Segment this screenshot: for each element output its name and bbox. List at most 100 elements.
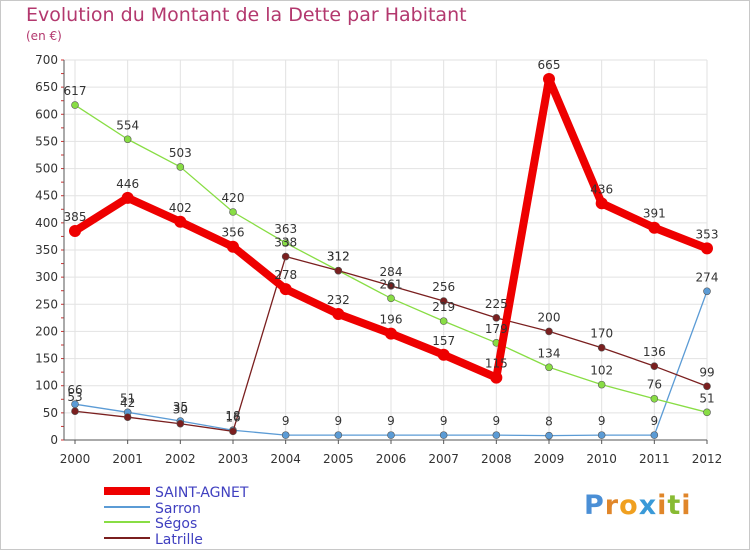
- logo-letter: i: [681, 490, 692, 521]
- data-label: 274: [696, 270, 719, 284]
- y-tick-label: 500: [35, 162, 58, 176]
- logo-letter: t: [667, 490, 682, 521]
- x-tick-label: 2002: [165, 452, 196, 466]
- legend-label-saint-agnet: SAINT-AGNET: [155, 485, 249, 501]
- data-point: [439, 431, 448, 439]
- data-point: [332, 308, 345, 321]
- data-point: [227, 240, 239, 253]
- data-point: [595, 197, 608, 210]
- data-label: 18: [225, 409, 240, 423]
- data-label: 196: [380, 313, 403, 327]
- data-point: [492, 314, 501, 322]
- logo-letter: i: [657, 490, 668, 521]
- data-point: [174, 215, 187, 228]
- proxiti-logo: Proxiti: [584, 490, 692, 521]
- data-label: 8: [545, 415, 553, 429]
- data-point: [281, 239, 290, 247]
- data-label: 436: [590, 182, 613, 196]
- data-point: [387, 431, 395, 439]
- x-tick-label: 2004: [270, 452, 301, 466]
- data-label: 356: [222, 226, 245, 240]
- logo-letter: x: [638, 490, 658, 521]
- chart-unit-label: (en €): [26, 29, 62, 43]
- data-label: 9: [440, 414, 448, 428]
- y-tick-label: 400: [35, 216, 58, 230]
- y-tick-label: 100: [35, 379, 58, 393]
- data-label: 219: [432, 300, 455, 314]
- data-point: [545, 363, 553, 372]
- data-label: 284: [380, 265, 403, 279]
- data-point: [490, 371, 503, 384]
- data-point: [597, 431, 606, 439]
- data-label: 420: [222, 191, 245, 205]
- data-point: [121, 191, 134, 204]
- y-tick-label: 650: [35, 80, 58, 94]
- data-point: [543, 73, 555, 85]
- x-tick-label: 2000: [60, 452, 91, 466]
- x-tick-label: 2005: [323, 452, 354, 466]
- data-point: [71, 101, 79, 109]
- data-point: [439, 297, 448, 305]
- data-label: 554: [116, 118, 139, 132]
- data-label: 385: [64, 210, 87, 224]
- data-label: 9: [598, 414, 606, 428]
- data-point: [701, 242, 713, 255]
- legend-label-latrille: Latrille: [155, 532, 203, 548]
- data-label: 665: [538, 58, 561, 72]
- legend-label-sarron: Sarron: [155, 501, 201, 517]
- data-label: 617: [64, 84, 87, 98]
- x-tick-label: 2008: [481, 452, 512, 466]
- data-label: 200: [538, 310, 561, 324]
- x-tick-label: 2010: [586, 452, 617, 466]
- y-tick-label: 700: [35, 53, 58, 67]
- x-tick-label: 2012: [692, 452, 723, 466]
- data-label: 312: [327, 250, 350, 264]
- x-tick-label: 2003: [218, 452, 249, 466]
- data-label: 353: [696, 227, 719, 241]
- data-label: 102: [590, 364, 613, 378]
- data-label: 179: [485, 322, 508, 336]
- data-point: [123, 135, 132, 144]
- logo-letter: o: [619, 490, 639, 521]
- data-label: 9: [493, 414, 501, 428]
- data-label: 30: [173, 403, 188, 417]
- y-tick-label: 250: [35, 297, 58, 311]
- data-point: [279, 283, 292, 296]
- data-label: 278: [274, 268, 297, 282]
- data-point: [387, 294, 395, 303]
- data-label: 115: [485, 357, 508, 371]
- data-point: [385, 327, 397, 340]
- data-label: 9: [387, 414, 395, 428]
- data-point: [597, 343, 606, 352]
- y-tick-label: 150: [35, 352, 58, 366]
- y-tick-label: 50: [43, 406, 58, 420]
- grid-lines: [64, 59, 708, 441]
- data-label: 9: [651, 414, 659, 428]
- logo-letter: P: [584, 490, 605, 521]
- data-point: [703, 287, 711, 296]
- data-label: 338: [274, 236, 297, 250]
- data-label: 232: [327, 293, 350, 307]
- data-label: 225: [485, 297, 508, 311]
- x-tick-label: 2011: [639, 452, 670, 466]
- y-tick-label: 0: [50, 433, 58, 447]
- data-point: [229, 208, 237, 216]
- x-tick-label: 2007: [428, 452, 459, 466]
- y-tick-label: 550: [35, 134, 58, 148]
- data-label: 51: [120, 391, 135, 405]
- data-label: 53: [67, 390, 82, 404]
- data-point: [437, 348, 450, 361]
- data-point: [597, 380, 606, 389]
- data-point: [439, 317, 448, 325]
- y-tick-label: 600: [35, 107, 58, 121]
- data-point: [176, 163, 185, 171]
- x-tick-label: 2006: [376, 452, 407, 466]
- data-label: 51: [699, 391, 714, 405]
- data-label: 261: [380, 277, 403, 291]
- data-label: 66: [67, 383, 82, 397]
- logo-letter: r: [604, 490, 620, 521]
- chart-title: Evolution du Montant de la Dette par Hab…: [26, 4, 467, 26]
